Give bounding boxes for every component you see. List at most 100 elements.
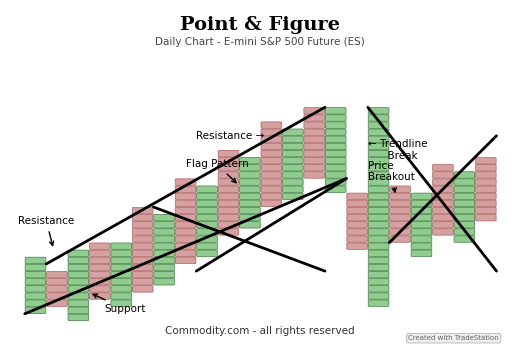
FancyBboxPatch shape <box>175 200 196 206</box>
FancyBboxPatch shape <box>411 250 432 257</box>
FancyBboxPatch shape <box>25 307 46 314</box>
FancyBboxPatch shape <box>368 229 389 235</box>
FancyBboxPatch shape <box>389 222 410 228</box>
FancyBboxPatch shape <box>47 279 67 285</box>
FancyBboxPatch shape <box>218 229 239 235</box>
FancyBboxPatch shape <box>282 129 303 135</box>
FancyBboxPatch shape <box>411 200 432 206</box>
FancyBboxPatch shape <box>133 222 153 228</box>
FancyBboxPatch shape <box>433 229 453 235</box>
FancyBboxPatch shape <box>240 186 260 193</box>
FancyBboxPatch shape <box>368 264 389 271</box>
FancyBboxPatch shape <box>475 172 496 178</box>
FancyBboxPatch shape <box>368 150 389 157</box>
FancyBboxPatch shape <box>47 286 67 292</box>
FancyBboxPatch shape <box>111 286 132 292</box>
FancyBboxPatch shape <box>304 108 324 114</box>
FancyBboxPatch shape <box>25 300 46 306</box>
FancyBboxPatch shape <box>282 193 303 199</box>
FancyBboxPatch shape <box>454 215 475 221</box>
FancyBboxPatch shape <box>240 193 260 199</box>
FancyBboxPatch shape <box>347 200 368 206</box>
FancyBboxPatch shape <box>368 136 389 142</box>
FancyBboxPatch shape <box>433 222 453 228</box>
FancyBboxPatch shape <box>389 207 410 214</box>
FancyBboxPatch shape <box>326 115 346 121</box>
FancyBboxPatch shape <box>154 257 175 264</box>
FancyBboxPatch shape <box>326 179 346 185</box>
FancyBboxPatch shape <box>282 136 303 142</box>
FancyBboxPatch shape <box>25 257 46 264</box>
FancyBboxPatch shape <box>68 279 89 285</box>
FancyBboxPatch shape <box>68 264 89 271</box>
FancyBboxPatch shape <box>89 243 110 250</box>
FancyBboxPatch shape <box>68 272 89 278</box>
FancyBboxPatch shape <box>368 179 389 185</box>
FancyBboxPatch shape <box>389 193 410 199</box>
FancyBboxPatch shape <box>197 250 217 257</box>
FancyBboxPatch shape <box>368 115 389 121</box>
FancyBboxPatch shape <box>454 179 475 185</box>
FancyBboxPatch shape <box>389 236 410 242</box>
FancyBboxPatch shape <box>368 122 389 128</box>
FancyBboxPatch shape <box>347 193 368 199</box>
FancyBboxPatch shape <box>197 215 217 221</box>
FancyBboxPatch shape <box>218 200 239 206</box>
FancyBboxPatch shape <box>389 229 410 235</box>
FancyBboxPatch shape <box>240 222 260 228</box>
FancyBboxPatch shape <box>133 207 153 214</box>
FancyBboxPatch shape <box>47 272 67 278</box>
FancyBboxPatch shape <box>368 186 389 193</box>
FancyBboxPatch shape <box>454 236 475 242</box>
FancyBboxPatch shape <box>89 293 110 299</box>
FancyBboxPatch shape <box>154 215 175 221</box>
FancyBboxPatch shape <box>218 215 239 221</box>
FancyBboxPatch shape <box>475 207 496 214</box>
Text: Created with TradeStation: Created with TradeStation <box>408 335 499 341</box>
FancyBboxPatch shape <box>368 193 389 199</box>
FancyBboxPatch shape <box>175 222 196 228</box>
FancyBboxPatch shape <box>68 257 89 264</box>
FancyBboxPatch shape <box>326 172 346 178</box>
FancyBboxPatch shape <box>282 143 303 150</box>
FancyBboxPatch shape <box>475 186 496 193</box>
FancyBboxPatch shape <box>347 222 368 228</box>
FancyBboxPatch shape <box>433 215 453 221</box>
FancyBboxPatch shape <box>68 300 89 306</box>
FancyBboxPatch shape <box>433 172 453 178</box>
FancyBboxPatch shape <box>433 207 453 214</box>
FancyBboxPatch shape <box>218 222 239 228</box>
FancyBboxPatch shape <box>218 150 239 157</box>
FancyBboxPatch shape <box>347 229 368 235</box>
FancyBboxPatch shape <box>368 293 389 299</box>
FancyBboxPatch shape <box>197 243 217 250</box>
FancyBboxPatch shape <box>368 222 389 228</box>
FancyBboxPatch shape <box>175 257 196 264</box>
FancyBboxPatch shape <box>133 250 153 257</box>
FancyBboxPatch shape <box>218 172 239 178</box>
FancyBboxPatch shape <box>240 164 260 171</box>
FancyBboxPatch shape <box>475 164 496 171</box>
FancyBboxPatch shape <box>154 272 175 278</box>
FancyBboxPatch shape <box>304 164 324 171</box>
FancyBboxPatch shape <box>240 207 260 214</box>
FancyBboxPatch shape <box>368 272 389 278</box>
FancyBboxPatch shape <box>175 243 196 250</box>
FancyBboxPatch shape <box>175 215 196 221</box>
Text: Resistance →: Resistance → <box>197 131 265 141</box>
FancyBboxPatch shape <box>389 186 410 193</box>
FancyBboxPatch shape <box>89 286 110 292</box>
FancyBboxPatch shape <box>154 279 175 285</box>
FancyBboxPatch shape <box>89 250 110 257</box>
FancyBboxPatch shape <box>304 158 324 164</box>
FancyBboxPatch shape <box>304 136 324 142</box>
FancyBboxPatch shape <box>133 257 153 264</box>
FancyBboxPatch shape <box>133 215 153 221</box>
FancyBboxPatch shape <box>282 164 303 171</box>
FancyBboxPatch shape <box>326 108 346 114</box>
FancyBboxPatch shape <box>326 150 346 157</box>
Text: ← Trendline
      Break: ← Trendline Break <box>368 139 427 161</box>
FancyBboxPatch shape <box>175 179 196 185</box>
FancyBboxPatch shape <box>261 129 282 135</box>
FancyBboxPatch shape <box>47 300 67 306</box>
